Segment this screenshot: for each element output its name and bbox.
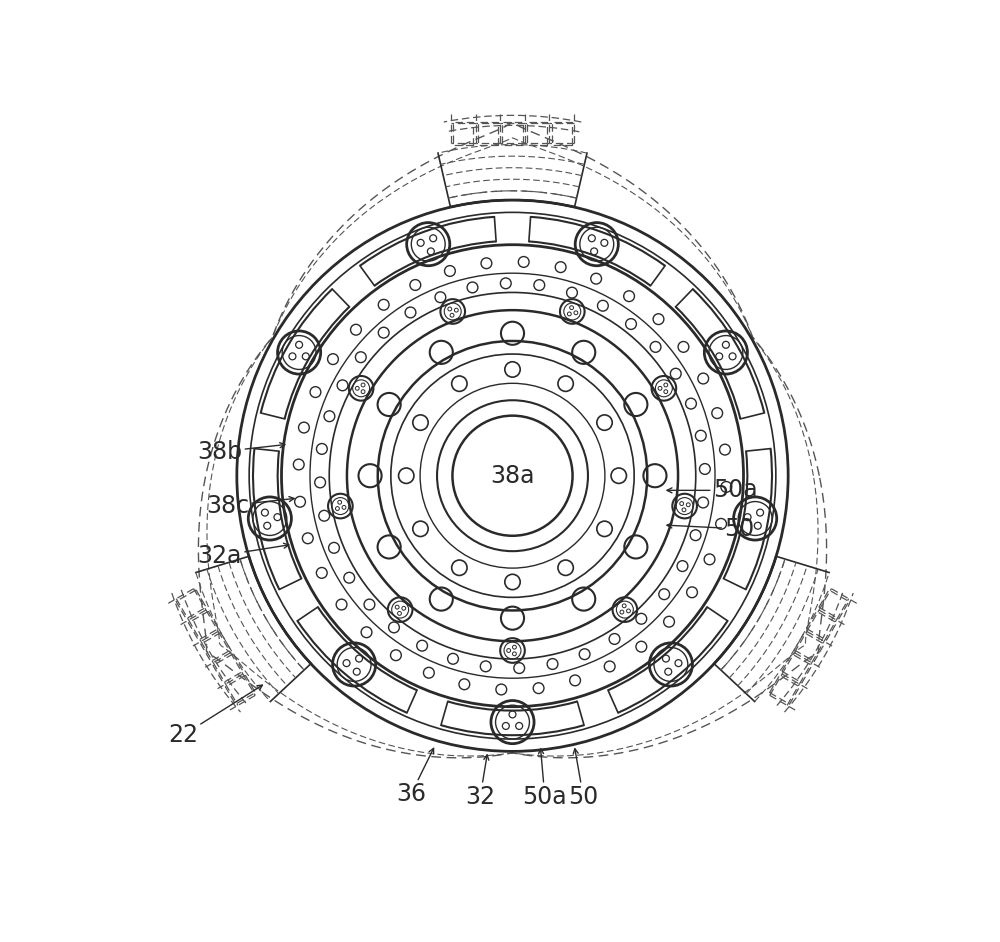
Text: 22: 22 bbox=[168, 685, 262, 747]
Text: 50a: 50a bbox=[523, 749, 567, 809]
Text: 32a: 32a bbox=[198, 544, 289, 568]
Text: 38a: 38a bbox=[490, 463, 535, 488]
Text: 50: 50 bbox=[667, 517, 755, 541]
Text: 38c: 38c bbox=[206, 494, 294, 518]
Text: 50: 50 bbox=[568, 749, 598, 809]
Text: 36: 36 bbox=[396, 748, 434, 806]
Text: 32: 32 bbox=[465, 755, 495, 809]
Text: 38b: 38b bbox=[197, 440, 285, 463]
Text: 50a: 50a bbox=[667, 479, 757, 502]
